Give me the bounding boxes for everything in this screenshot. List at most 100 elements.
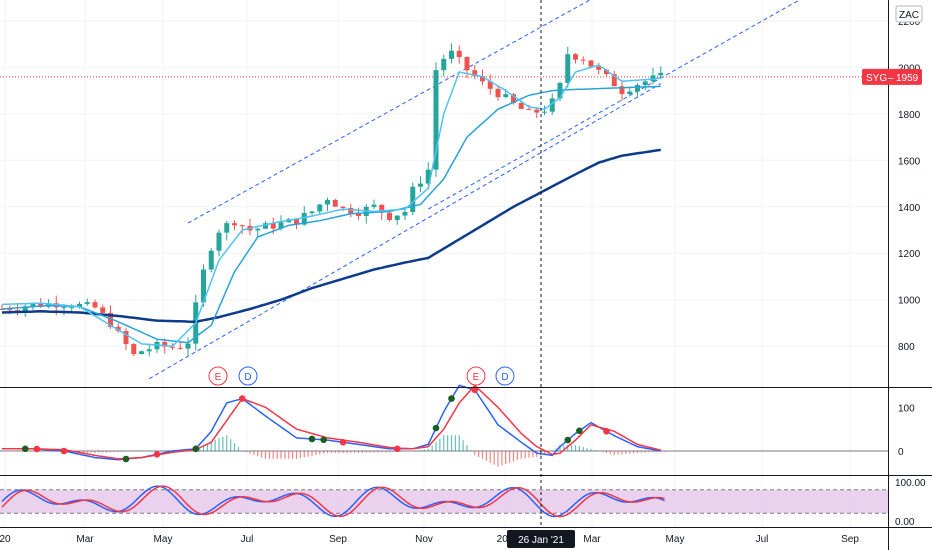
- crosshair-date-badge: [507, 530, 575, 548]
- price-axis[interactable]: 8001000120014001600180020002200: [898, 17, 921, 353]
- candle-body: [418, 183, 423, 187]
- price-tick-label: 800: [898, 342, 915, 353]
- candle-body: [580, 59, 586, 61]
- candle-body: [503, 94, 509, 98]
- price-tick-label: 1000: [898, 296, 921, 307]
- currency-label-box[interactable]: [895, 5, 923, 23]
- candle-body: [263, 223, 268, 229]
- candle-body: [542, 111, 547, 113]
- candle-body: [38, 303, 44, 307]
- candle-body: [131, 344, 137, 355]
- candle-body: [216, 232, 222, 251]
- candle-body: [371, 204, 377, 207]
- candle-body: [425, 169, 431, 184]
- price-tick-label: 1200: [898, 249, 921, 260]
- macd-cross-dot: [432, 424, 440, 432]
- time-tick-label: Mar: [583, 534, 601, 545]
- candle-body: [588, 60, 594, 67]
- candle-body: [635, 85, 640, 92]
- candle-body: [270, 223, 276, 229]
- time-tick-label: May: [666, 534, 685, 545]
- candle-body: [402, 211, 408, 216]
- candle-body: [410, 186, 416, 212]
- macd-cross-dot: [320, 436, 327, 444]
- candle-body: [77, 303, 82, 308]
- candle-body: [433, 70, 439, 170]
- stochastic-axis[interactable]: 100.00 0.00: [895, 478, 926, 528]
- candle-body: [239, 225, 245, 227]
- macd-cross-dot: [308, 435, 316, 443]
- time-tick-label: Jul: [756, 534, 769, 545]
- candle-body: [69, 307, 75, 309]
- candle-body: [658, 72, 664, 76]
- candle-body: [495, 88, 501, 98]
- candle-body: [526, 108, 532, 110]
- stochastic-tick-label: 0.00: [895, 517, 915, 528]
- channel-lower-line: [149, 83, 661, 380]
- event-marker-label: D: [501, 372, 508, 383]
- stochastic-pane[interactable]: [0, 485, 888, 518]
- channel-middle-line: [428, 0, 801, 210]
- candle-body: [472, 70, 478, 77]
- macd-cross-dot: [564, 436, 572, 444]
- price-tick-label: 1600: [898, 156, 921, 167]
- event-marker-circle: [238, 366, 258, 386]
- event-marker-circle: [466, 366, 486, 386]
- macd-cross-dot: [60, 447, 68, 455]
- currency-label: ZAC: [899, 10, 919, 21]
- candle-body: [139, 351, 144, 355]
- candle-body: [22, 306, 28, 311]
- candle-body: [30, 303, 36, 307]
- candle-body: [456, 50, 462, 58]
- event-marker-label: E: [215, 372, 222, 383]
- trend-channel: [149, 0, 801, 380]
- candle-body: [487, 81, 493, 89]
- candle-body: [604, 69, 609, 75]
- candle-body: [356, 213, 361, 216]
- candle-body: [464, 57, 470, 71]
- macd-tick-label: 100: [898, 403, 915, 414]
- candle-body: [642, 81, 648, 86]
- macd-line: [2, 384, 661, 461]
- macd-cross-dot: [122, 455, 130, 463]
- candle-body: [61, 307, 67, 309]
- candle-body: [208, 250, 214, 270]
- candle-body: [224, 223, 230, 233]
- macd-pane[interactable]: [0, 384, 888, 467]
- macd-cross-dot: [21, 445, 29, 453]
- candle-body: [627, 91, 633, 95]
- candle-body: [619, 86, 625, 95]
- time-tick-label: 202: [497, 534, 514, 545]
- candle-body: [146, 349, 152, 352]
- event-marker-label: D: [244, 372, 251, 383]
- last-price-separator: –: [888, 73, 894, 84]
- macd-cross-dot: [192, 445, 200, 453]
- candle-body: [332, 199, 338, 207]
- macd-cross-dot: [153, 450, 161, 458]
- candle-body: [379, 204, 385, 213]
- macd-cross-dot: [603, 428, 610, 435]
- time-tick-label: Jul: [241, 534, 254, 545]
- macd-histogram: [36, 435, 666, 467]
- last-price-symbol: SYG: [866, 73, 887, 84]
- macd-signal-line: [2, 384, 661, 460]
- candle-body: [162, 341, 168, 347]
- channel-upper-line: [187, 0, 591, 224]
- macd-cross-dot: [33, 445, 41, 453]
- macd-axis[interactable]: 100 0: [898, 403, 915, 458]
- crosshair-date: 26 Jan '21: [518, 535, 564, 546]
- stochastic-d-line: [1, 485, 665, 518]
- candle-body: [92, 302, 98, 308]
- candle-body: [480, 76, 485, 82]
- candle-body: [441, 58, 447, 71]
- candle-body: [255, 228, 261, 231]
- candle-body: [511, 94, 516, 103]
- moving-average-fast: [1, 64, 661, 347]
- time-tick-label: Sep: [329, 534, 347, 545]
- candle-body: [449, 50, 454, 59]
- time-axis[interactable]: 20 Mar May Jul Sep Nov 202 Mar May Jul Sep: [0, 534, 859, 545]
